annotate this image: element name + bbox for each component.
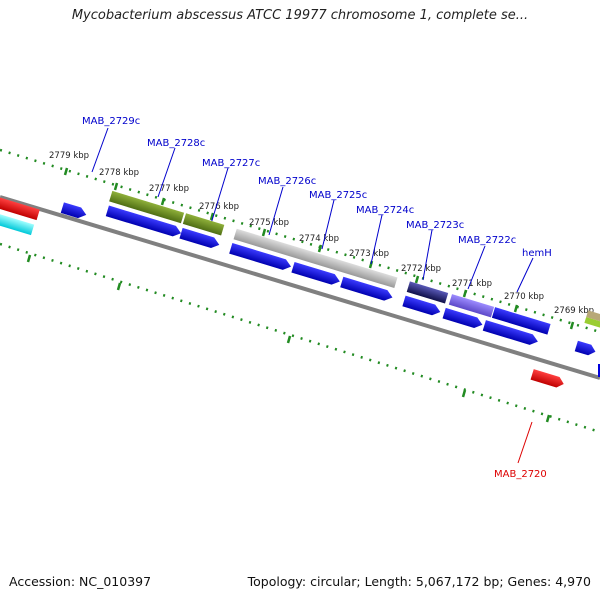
cds-mab-2726c[interactable] [229, 243, 292, 272]
cds-mab-2729c[interactable] [60, 202, 88, 220]
tick-label: 2769 kbp [554, 306, 594, 316]
accession-label: Accession: NC_010397 [9, 574, 152, 589]
gene-gray[interactable] [233, 228, 398, 289]
gene-label-hemh[interactable]: hemH [522, 248, 552, 259]
leader-line-red [517, 421, 533, 464]
cds-mab-2720[interactable] [530, 369, 566, 389]
outer-dotted-ring [0, 148, 600, 334]
tick-label: 2777 kbp [149, 184, 189, 194]
cds-mab-2727c[interactable] [179, 227, 220, 250]
gene-label-mab-2724c[interactable]: MAB_2724c [356, 205, 414, 216]
tick-label: 2779 kbp [49, 151, 89, 161]
gene-red-left[interactable] [0, 196, 40, 221]
gene-purple[interactable] [448, 294, 495, 318]
cds-mab-2722c-a[interactable] [442, 307, 484, 330]
gene-label-mab-2720[interactable]: MAB_2720 [494, 469, 547, 480]
backbone-ring [0, 195, 600, 380]
tick-label: 2771 kbp [452, 279, 492, 289]
gene-label-mab-2725c[interactable]: MAB_2725c [309, 190, 367, 201]
cds-mab-2723c[interactable] [402, 295, 442, 318]
tick-label: 2775 kbp [249, 218, 289, 228]
gene-blue-top[interactable] [491, 307, 551, 335]
gene-olive-2[interactable] [182, 213, 225, 236]
cds-mab-2728c[interactable] [105, 205, 183, 239]
cds-right-small[interactable] [574, 340, 597, 357]
tick-label: 2772 kbp [401, 264, 441, 274]
gene-label-mab-2728c[interactable]: MAB_2728c [147, 138, 205, 149]
gene-label-mab-2729c[interactable]: MAB_2729c [82, 116, 140, 127]
leader-lines [91, 127, 534, 293]
gene-navy[interactable] [406, 281, 449, 304]
map-title: Mycobacterium abscessus ATCC 19977 chrom… [71, 8, 529, 23]
tick-label: 2774 kbp [299, 234, 339, 244]
gene-label-mab-2727c[interactable]: MAB_2727c [202, 158, 260, 169]
tick-label: 2773 kbp [349, 249, 389, 259]
gene-khaki[interactable] [586, 310, 600, 326]
cds-hemh[interactable] [482, 320, 540, 347]
gene-olive-1[interactable] [109, 190, 185, 224]
gene-label-mab-2722c[interactable]: MAB_2722c [458, 235, 516, 246]
genome-summary: Topology: circular; Length: 5,067,172 bp… [247, 574, 591, 589]
inner-tick-marks [26, 254, 551, 423]
cds-mab-2725c[interactable] [291, 261, 341, 287]
tick-marks [63, 167, 575, 330]
tick-label: 2776 kbp [199, 202, 239, 212]
tick-label: 2770 kbp [504, 292, 544, 302]
gene-label-mab-2726c[interactable]: MAB_2726c [258, 176, 316, 187]
gene-label-mab-2723c[interactable]: MAB_2723c [406, 220, 464, 231]
gene-cyan-left[interactable] [0, 211, 35, 236]
tick-label: 2778 kbp [99, 168, 139, 178]
cds-mab-2724c[interactable] [340, 276, 394, 303]
inner-dotted-ring [0, 242, 600, 434]
